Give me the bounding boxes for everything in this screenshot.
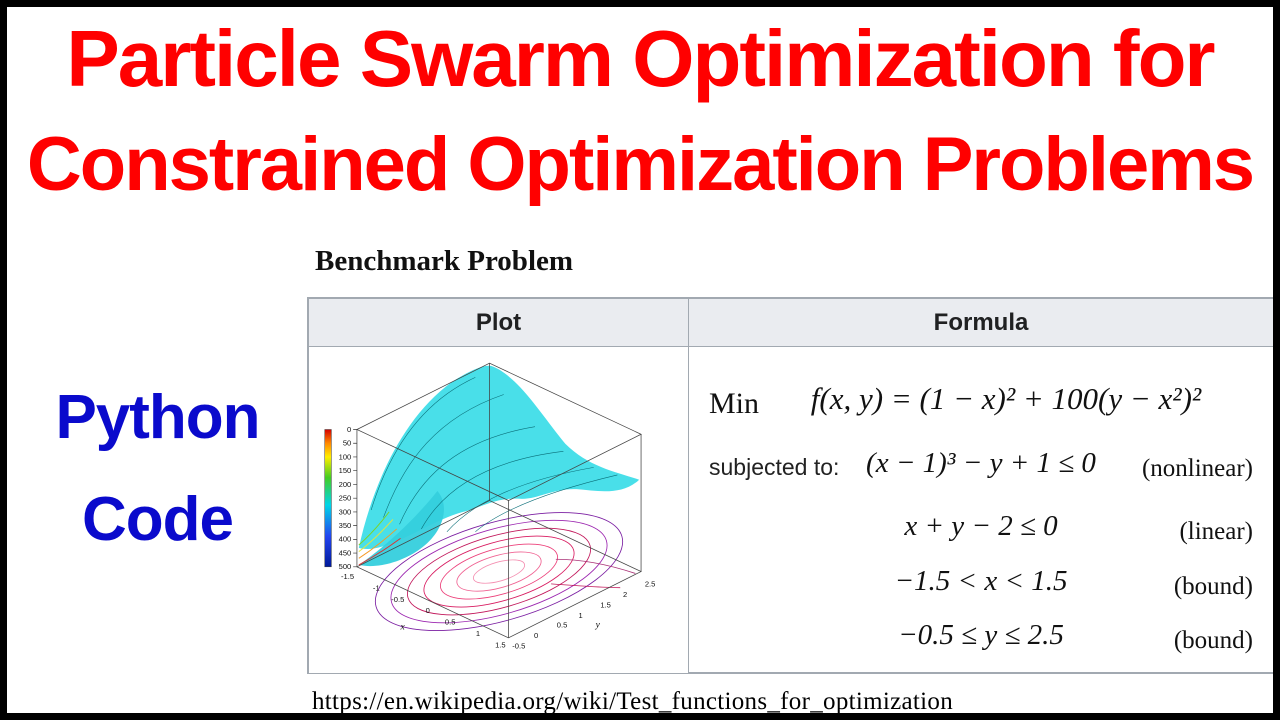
x-tick-label: 0.5 bbox=[444, 618, 455, 627]
formula-cell: Min f(x, y) = (1 − x)² + 100(y − x²)² su… bbox=[689, 347, 1273, 673]
y-tick-label: 0 bbox=[534, 631, 538, 640]
x-tick-label: -0.5 bbox=[391, 595, 404, 604]
surface-contour-lines bbox=[370, 377, 617, 532]
z-tick-label: 400 bbox=[338, 535, 351, 544]
surface-edge-colormap bbox=[358, 511, 401, 566]
main-title-line2: Constrained Optimization Problems bbox=[26, 122, 1255, 207]
formula-row-x-bound: −1.5 < x < 1.5 (bound) bbox=[709, 565, 1253, 603]
x-tick-label: 0 bbox=[425, 606, 429, 615]
formula-tag: (linear) bbox=[1179, 518, 1253, 545]
z-tick-label: 150 bbox=[338, 466, 351, 475]
z-tick-label: 300 bbox=[338, 507, 351, 516]
colorbar bbox=[324, 429, 332, 568]
z-tick-label: 350 bbox=[338, 521, 351, 530]
rosenbrock-3d-plot: 0 50 100 150 200 250 300 350 400 450 500 bbox=[324, 362, 655, 651]
y-tick-label: 0.5 bbox=[556, 620, 567, 629]
plot-cell: 0 50 100 150 200 250 300 350 400 450 500 bbox=[309, 347, 689, 673]
x-tick-label: 1 bbox=[475, 629, 479, 638]
z-tick-marks bbox=[352, 429, 357, 568]
z-tick-label: 250 bbox=[338, 494, 351, 503]
formula-expression: −0.5 ≤ y ≤ 2.5 bbox=[898, 619, 1064, 651]
y-tick-label: 1.5 bbox=[600, 601, 611, 610]
formula-prefix: Min bbox=[709, 387, 760, 420]
source-url-link[interactable]: https://en.wikipedia.org/wiki/Test_funct… bbox=[312, 688, 954, 715]
y-axis-tick-labels: -0.5 0 0.5 1 1.5 2 2.5 bbox=[512, 580, 655, 651]
table-header-row: Plot Formula bbox=[309, 299, 1273, 347]
z-tick-label: 450 bbox=[338, 548, 351, 557]
python-code-line2: Code bbox=[82, 485, 234, 555]
bottom-contour-lines bbox=[374, 512, 636, 632]
formula-expression: (x − 1)³ − y + 1 ≤ 0 bbox=[866, 447, 1096, 479]
formula-row-nonlinear-constraint: subjected to: (x − 1)³ − y + 1 ≤ 0 (nonl… bbox=[709, 447, 1253, 485]
z-axis-tick-labels: 0 50 100 150 200 250 300 350 400 450 500 bbox=[338, 425, 351, 571]
x-tick-label: -1 bbox=[372, 584, 379, 593]
formula-tag: (bound) bbox=[1173, 627, 1253, 654]
benchmark-heading: Benchmark Problem bbox=[315, 245, 574, 277]
x-tick-label: 1.5 bbox=[495, 640, 506, 649]
formula-tag: (bound) bbox=[1173, 573, 1253, 600]
formula-prefix: subjected to: bbox=[709, 454, 840, 480]
formula-row-y-bound: −0.5 ≤ y ≤ 2.5 (bound) bbox=[709, 619, 1253, 657]
y-tick-label: 2 bbox=[623, 590, 627, 599]
y-tick-label: 2.5 bbox=[644, 580, 655, 589]
formula-expression: x + y − 2 ≤ 0 bbox=[904, 510, 1058, 542]
python-code-label: Python Code bbox=[15, 367, 300, 572]
table-body-row: 0 50 100 150 200 250 300 350 400 450 500 bbox=[309, 347, 1273, 673]
formula-expression: −1.5 < x < 1.5 bbox=[894, 565, 1068, 597]
z-tick-label: 200 bbox=[338, 480, 351, 489]
main-title-line1: Particle Swarm Optimization for bbox=[66, 14, 1215, 103]
formula-row-objective: Min f(x, y) = (1 − x)² + 100(y − x²)² bbox=[709, 381, 1253, 421]
column-header-plot: Plot bbox=[309, 299, 689, 346]
x-tick-label: -1.5 bbox=[341, 572, 354, 581]
column-header-formula: Formula bbox=[933, 308, 1029, 336]
z-tick-label: 50 bbox=[342, 439, 350, 448]
python-code-line1: Python bbox=[55, 383, 260, 452]
formula-tag: (nonlinear) bbox=[1141, 455, 1253, 482]
z-tick-label: 0 bbox=[347, 425, 351, 434]
y-tick-label: 1 bbox=[578, 611, 582, 620]
formula-expression: f(x, y) = (1 − x)² + 100(y − x²)² bbox=[810, 381, 1202, 416]
z-tick-label: 100 bbox=[338, 452, 351, 461]
x-axis-label: x bbox=[399, 622, 405, 632]
surface-sheet bbox=[358, 365, 639, 567]
x-axis-tick-labels: -1.5 -1 -0.5 0 0.5 1 1.5 bbox=[341, 572, 506, 649]
formula-row-linear-constraint: x + y − 2 ≤ 0 (linear) bbox=[709, 510, 1253, 548]
y-axis-label: y bbox=[594, 620, 600, 630]
benchmark-table: Plot Formula bbox=[307, 297, 1273, 674]
y-tick-label: -0.5 bbox=[512, 641, 525, 650]
z-tick-label: 500 bbox=[338, 562, 351, 571]
